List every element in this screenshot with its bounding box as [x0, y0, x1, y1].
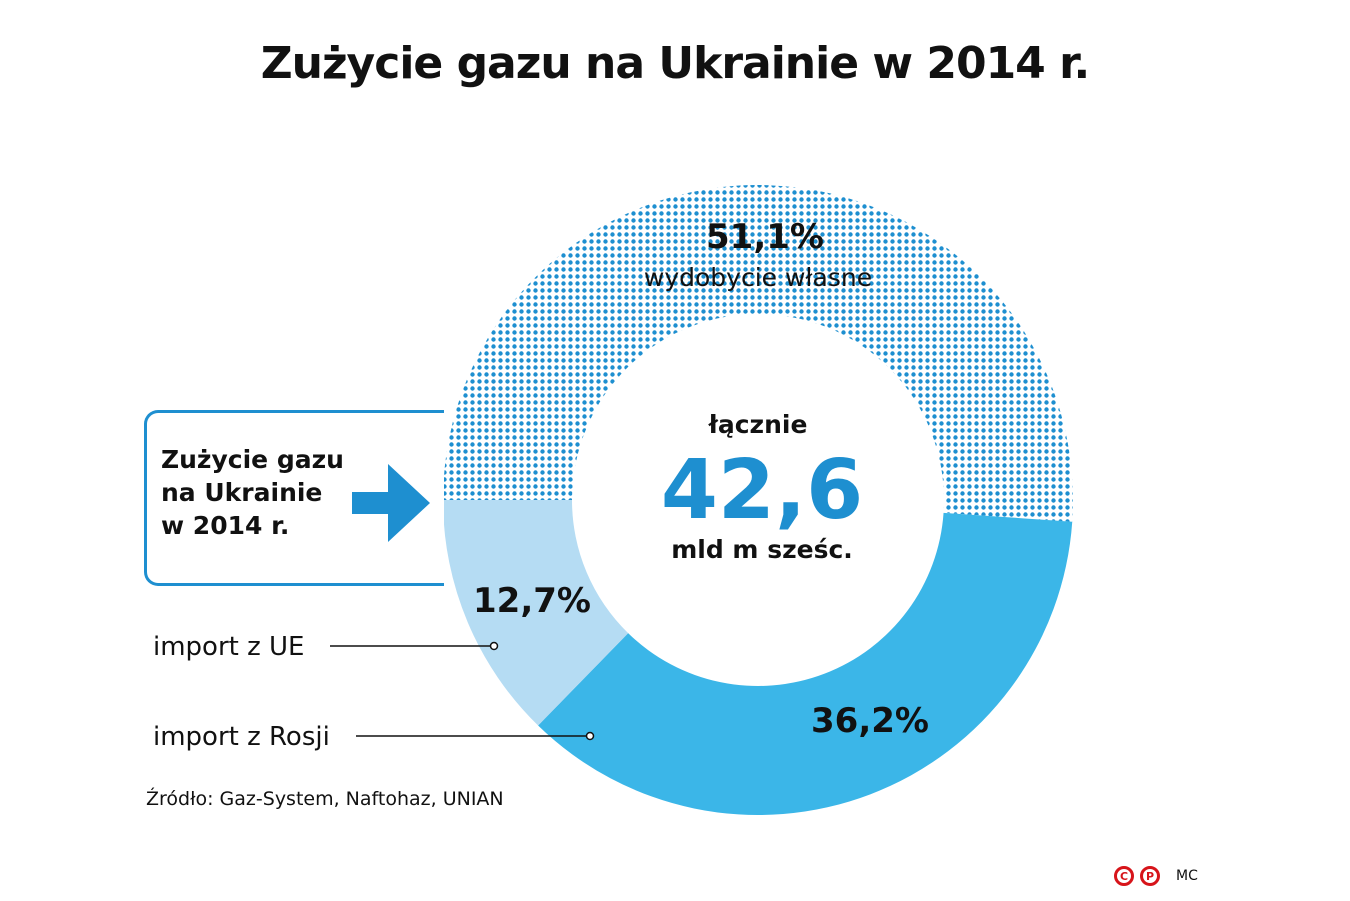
source-note: Źródło: Gaz-System, Naftohaz, UNIAN	[146, 788, 504, 810]
logo-p-icon: P	[1140, 866, 1160, 886]
page-title: Zużycie gazu na Ukrainie w 2014 r.	[260, 38, 1091, 89]
slice-import-rosja	[538, 512, 1073, 816]
callout-text: Zużycie gazu na Ukrainie w 2014 r.	[161, 443, 344, 542]
credit: C P MC	[1114, 866, 1198, 886]
leader-line-import-ue-dot	[489, 641, 499, 651]
pct-label-import-rosja: 36,2%	[811, 701, 929, 741]
arrow-right-icon	[352, 464, 430, 542]
slice-import-ue	[443, 500, 629, 726]
slice-wydobycie-wlasne	[443, 184, 1073, 522]
pct-label-import-ue: 12,7%	[473, 581, 591, 621]
author-initials: MC	[1176, 868, 1198, 884]
center-total-unit: mld m sześc.	[671, 535, 853, 564]
callout-line-3: w 2014 r.	[161, 511, 290, 540]
logo-c-icon: C	[1114, 866, 1134, 886]
legend-label-import-ue: import z UE	[153, 632, 305, 662]
callout-line-1: Zużycie gazu	[161, 445, 344, 474]
callout-line-2: na Ukrainie	[161, 478, 323, 507]
pct-label-wydobycie: 51,1%	[706, 217, 824, 257]
category-label-wydobycie: wydobycie własne	[644, 263, 872, 292]
leader-line-import-rosja-dot	[585, 731, 595, 741]
center-total-label: łącznie	[708, 410, 808, 439]
center-total-value: 42,6	[661, 443, 863, 538]
legend-label-import-rosja: import z Rosji	[153, 722, 330, 752]
